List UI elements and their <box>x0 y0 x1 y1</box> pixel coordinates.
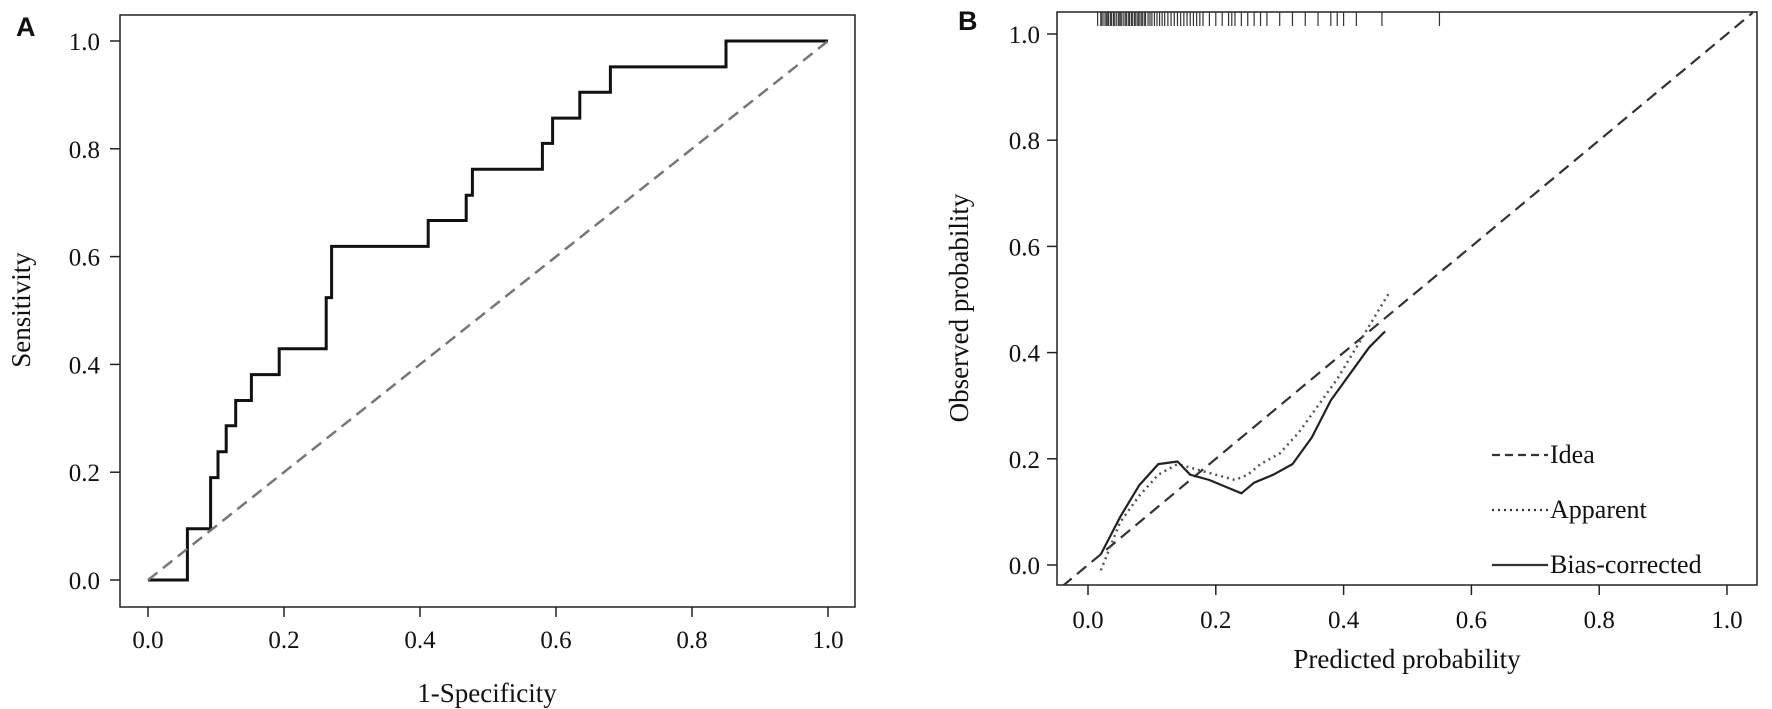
calibration-x-tick-label: 0.4 <box>1328 607 1360 634</box>
roc-x-tick-label: 0.8 <box>676 627 707 654</box>
roc-x-tick-label: 0.4 <box>404 627 436 654</box>
legend-label: Bias-corrected <box>1550 550 1702 579</box>
calibration-y-tick-label: 1.0 <box>1009 22 1040 49</box>
calibration-x-tick-label: 0.2 <box>1200 607 1231 634</box>
calibration-axis-ticks: 0.0 0.2 0.4 0.6 0.8 1.0 0.0 0.2 0.4 0.6 0.8 1.0 <box>1009 22 1743 634</box>
roc-x-tick-label: 0.6 <box>540 627 571 654</box>
calibration-x-tick-label: 0.6 <box>1456 607 1487 634</box>
legend-label: Apparent <box>1550 495 1648 524</box>
roc-chart: 0.0 0.2 0.4 0.6 0.8 1.0 0.0 0.2 0.4 0.6 0.8 1.0 1-S… <box>6 14 856 708</box>
roc-y-tick-label: 0.2 <box>69 460 100 487</box>
calibration-plot-frame <box>1056 11 1758 586</box>
calibration-rug <box>1096 12 1441 26</box>
calibration-legend: Idea Apparent Bias-corrected <box>1492 440 1702 579</box>
roc-axis-ticks: 0.0 0.2 0.4 0.6 0.8 1.0 0.0 0.2 0.4 0.6 0.8 1.0 <box>69 29 844 654</box>
roc-y-tick-label: 0.8 <box>69 137 100 164</box>
calibration-x-axis-title: Predicted probability <box>1293 644 1521 674</box>
calibration-y-tick-label: 0.4 <box>1009 341 1041 368</box>
calibration-chart: 0.0 0.2 0.4 0.6 0.8 1.0 0.0 0.2 0.4 0.6 0.8 1.0 Pre… <box>944 11 1758 674</box>
roc-series <box>147 39 829 582</box>
calibration-y-tick-label: 0.8 <box>1009 128 1040 155</box>
roc-curve <box>148 39 828 582</box>
calibration-y-axis-title: Observed probability <box>944 193 974 422</box>
roc-y-tick-label: 0.6 <box>69 245 100 272</box>
roc-x-axis-title: 1-Specificity <box>417 678 557 708</box>
calibration-series <box>1062 12 1754 585</box>
roc-x-tick-label: 0.2 <box>268 627 299 654</box>
calibration-y-tick-label: 0.0 <box>1009 553 1040 580</box>
roc-x-tick-label: 1.0 <box>812 627 843 654</box>
legend-label: Idea <box>1550 440 1595 469</box>
roc-y-axis-title: Sensitivity <box>6 252 36 368</box>
roc-y-tick-label: 0.4 <box>69 352 101 379</box>
apparent-curve <box>1099 293 1390 571</box>
roc-y-tick-label: 1.0 <box>69 29 100 56</box>
calibration-y-tick-label: 0.2 <box>1009 447 1040 474</box>
calibration-x-tick-label: 0.0 <box>1072 607 1103 634</box>
panel-b-letter: B <box>958 6 978 36</box>
roc-y-tick-label: 0.0 <box>69 568 100 595</box>
roc-x-tick-label: 0.0 <box>132 627 163 654</box>
calibration-x-tick-label: 1.0 <box>1711 607 1742 634</box>
roc-reference-line <box>147 40 829 581</box>
roc-plot-frame <box>119 14 856 608</box>
ideal-line <box>1062 12 1754 585</box>
calibration-y-tick-label: 0.6 <box>1009 234 1040 261</box>
panel-a-letter: A <box>16 12 36 42</box>
calibration-x-tick-label: 0.8 <box>1584 607 1615 634</box>
bias-corrected-curve <box>1099 330 1386 555</box>
